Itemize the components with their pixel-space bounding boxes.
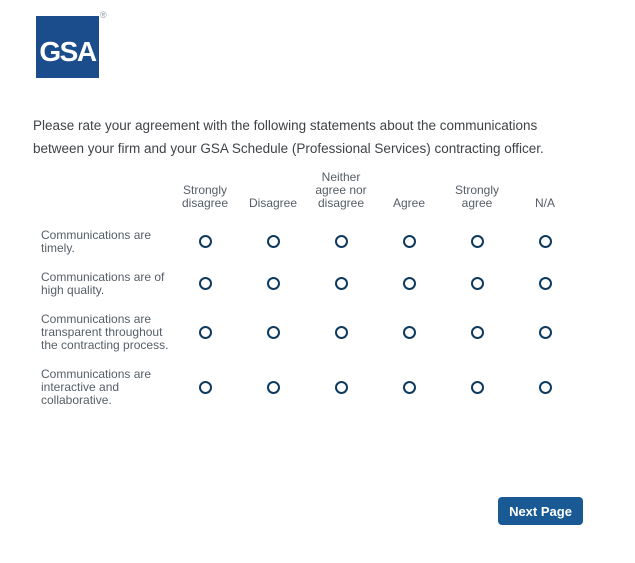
column-header-strongly-disagree: Strongly disagree <box>181 183 229 210</box>
radio-r2-agree[interactable] <box>402 277 416 291</box>
radio-r3-neither[interactable] <box>334 325 348 339</box>
gsa-logo-text: GSA <box>39 35 97 67</box>
column-header-agree: Agree <box>392 196 426 210</box>
matrix-row-interactive: Communications are interactive and colla… <box>41 360 579 415</box>
registered-trademark-icon: ® <box>100 10 107 20</box>
radio-r1-na[interactable] <box>538 235 552 249</box>
radio-r4-disagree[interactable] <box>266 380 280 394</box>
radio-r1-strongly-disagree[interactable] <box>198 235 212 249</box>
radio-r1-agree[interactable] <box>402 235 416 249</box>
matrix-row-timely: Communications are timely. <box>41 221 579 263</box>
matrix-header-row: Strongly disagree Disagree Neither agree… <box>41 171 579 221</box>
matrix-row-transparent: Communications are transparent throughou… <box>41 305 579 360</box>
radio-r3-strongly-disagree[interactable] <box>198 325 212 339</box>
radio-r1-neither[interactable] <box>334 235 348 249</box>
column-header-strongly-agree: Strongly agree <box>454 183 500 210</box>
column-header-disagree: Disagree <box>248 196 298 210</box>
row-label-interactive: Communications are interactive and colla… <box>41 367 152 407</box>
radio-r3-strongly-agree[interactable] <box>470 325 484 339</box>
radio-r2-disagree[interactable] <box>266 277 280 291</box>
radio-r4-strongly-disagree[interactable] <box>198 380 212 394</box>
radio-r3-na[interactable] <box>538 325 552 339</box>
column-header-na: N/A <box>534 196 555 210</box>
question-text: Please rate your agreement with the foll… <box>33 117 544 156</box>
matrix-corner-cell <box>41 171 171 221</box>
radio-r4-strongly-agree[interactable] <box>470 380 484 394</box>
radio-r4-na[interactable] <box>538 380 552 394</box>
radio-r4-neither[interactable] <box>334 380 348 394</box>
radio-r4-agree[interactable] <box>402 380 416 394</box>
gsa-logo: GSA <box>36 16 99 78</box>
row-label-transparent: Communications are transparent throughou… <box>41 312 169 352</box>
radio-r3-disagree[interactable] <box>266 325 280 339</box>
radio-r2-strongly-disagree[interactable] <box>198 277 212 291</box>
radio-r2-strongly-agree[interactable] <box>470 277 484 291</box>
radio-r1-disagree[interactable] <box>266 235 280 249</box>
radio-r1-strongly-agree[interactable] <box>470 235 484 249</box>
row-label-timely: Communications are timely. <box>41 228 152 255</box>
matrix-row-high-quality: Communications are of high quality. <box>41 263 579 305</box>
next-page-button[interactable]: Next Page <box>498 497 583 525</box>
agreement-matrix: Strongly disagree Disagree Neither agree… <box>41 171 579 415</box>
radio-r2-na[interactable] <box>538 277 552 291</box>
radio-r3-agree[interactable] <box>402 325 416 339</box>
radio-r2-neither[interactable] <box>334 277 348 291</box>
row-label-high-quality: Communications are of high quality. <box>41 270 165 297</box>
column-header-neither: Neither agree nor disagree <box>315 170 367 210</box>
